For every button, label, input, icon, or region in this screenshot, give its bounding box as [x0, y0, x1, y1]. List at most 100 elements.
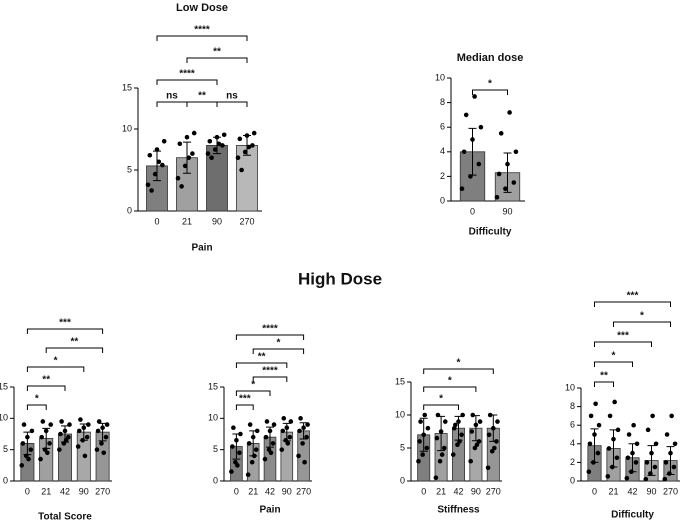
significance-label: ** — [198, 91, 206, 102]
data-point — [494, 195, 500, 200]
data-point — [250, 143, 255, 148]
x-tick-label: 270 — [486, 486, 501, 496]
error-bar — [590, 428, 599, 463]
y-tick-label: 15 — [395, 376, 405, 386]
x-tick-label: 0 — [421, 486, 426, 496]
data-point — [437, 458, 443, 464]
error-bar — [489, 414, 498, 442]
significance-bracket — [423, 368, 494, 374]
data-point — [26, 456, 31, 462]
x-axis-label: Pain — [259, 505, 280, 516]
error-bar — [23, 431, 32, 456]
data-point — [231, 425, 236, 431]
data-point — [298, 416, 303, 421]
data-point — [285, 441, 291, 446]
data-point — [271, 422, 277, 427]
significance-label: ** — [213, 47, 221, 58]
x-tick-label: 90 — [502, 206, 512, 216]
error-bar — [42, 427, 51, 449]
data-point — [99, 441, 104, 446]
data-point — [57, 447, 62, 452]
data-point — [671, 464, 677, 470]
data-point — [459, 432, 464, 438]
data-point — [302, 459, 307, 465]
data-point — [664, 432, 670, 437]
y-tick-label: 5 — [213, 444, 218, 454]
significance-label: **** — [262, 366, 278, 377]
data-point — [239, 167, 244, 173]
significance-bracket — [594, 341, 652, 347]
data-point — [450, 452, 456, 457]
data-point — [152, 171, 158, 177]
data-point — [663, 460, 669, 465]
bar — [206, 144, 228, 212]
x-tick-label: 42 — [453, 486, 463, 496]
data-point — [47, 441, 52, 446]
data-point — [498, 131, 504, 136]
data-point — [461, 149, 467, 155]
data-point — [254, 428, 260, 434]
data-point — [156, 159, 162, 165]
x-tick-label: 21 — [608, 486, 618, 496]
significance-bracket — [235, 404, 254, 410]
data-point — [672, 441, 678, 447]
x-tick-label: 0 — [154, 216, 159, 226]
significance-label: **** — [262, 324, 278, 335]
data-point — [209, 155, 214, 160]
data-point — [242, 149, 248, 155]
significance-label: ** — [258, 352, 266, 363]
x-tick-label: 90 — [282, 486, 292, 496]
significance-label: * — [54, 356, 58, 367]
x-axis-label: Total Score — [38, 512, 92, 523]
data-point — [103, 434, 109, 440]
data-point — [495, 419, 500, 424]
data-point — [86, 422, 91, 427]
error-bar — [454, 415, 463, 441]
data-point — [21, 422, 27, 427]
error-bar — [232, 433, 241, 460]
data-point — [300, 441, 305, 446]
data-point — [631, 422, 636, 428]
data-point — [453, 422, 458, 428]
data-point — [246, 441, 252, 446]
x-axis-label: Difficulty — [611, 510, 654, 521]
error-bar — [471, 415, 480, 442]
significance-bracket — [423, 404, 459, 410]
data-point — [94, 447, 100, 452]
data-point — [230, 444, 235, 449]
error-bar — [628, 443, 637, 473]
data-point — [625, 455, 631, 461]
significance-label: * — [612, 351, 616, 362]
error-bar — [249, 430, 258, 457]
x-tick-label: 21 — [436, 486, 446, 496]
data-point — [279, 447, 285, 452]
data-point — [40, 419, 46, 424]
data-point — [472, 445, 478, 451]
error-bar — [98, 422, 107, 442]
error-bar — [609, 429, 618, 468]
data-point — [662, 476, 668, 482]
significance-label: * — [439, 394, 443, 405]
data-point — [20, 441, 26, 446]
data-point — [606, 446, 612, 451]
data-point — [297, 428, 302, 434]
significance-label: * — [640, 311, 644, 322]
x-tick-label: 42 — [627, 486, 637, 496]
data-point — [593, 401, 598, 407]
x-tick-label: 0 — [234, 486, 239, 496]
data-point — [190, 151, 195, 156]
x-tick-label: 90 — [79, 486, 89, 496]
data-point — [235, 463, 240, 468]
x-tick-label: 0 — [25, 486, 30, 496]
data-point — [485, 465, 491, 471]
data-point — [644, 460, 650, 465]
data-point — [304, 434, 309, 440]
data-point — [229, 469, 234, 474]
data-point — [249, 459, 255, 465]
y-tick-label: 0 — [440, 195, 445, 205]
data-point — [417, 439, 422, 444]
data-point — [442, 419, 448, 424]
data-point — [191, 130, 197, 136]
data-point — [160, 162, 165, 168]
